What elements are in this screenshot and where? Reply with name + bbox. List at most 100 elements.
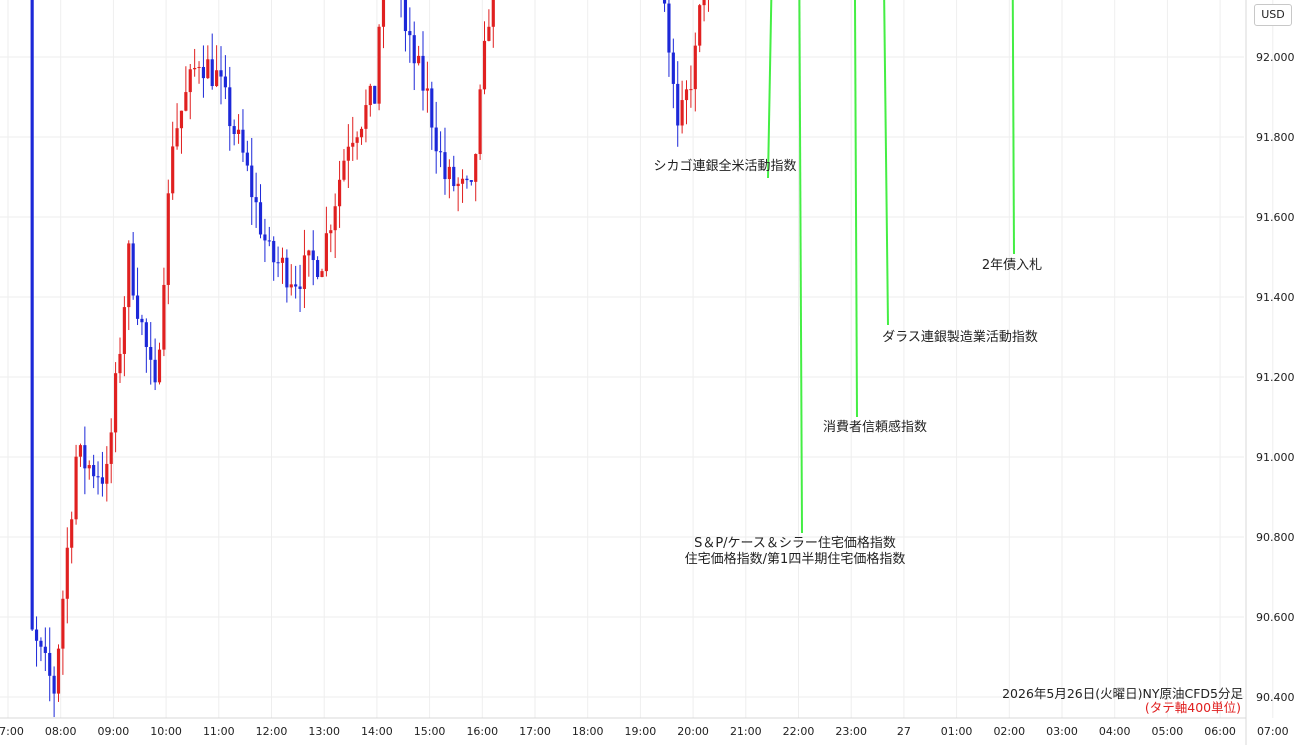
candle-up: [166, 193, 170, 285]
y-tick-label: 91.200: [1256, 371, 1295, 384]
chart-title: 2026年5月26日(火曜日)NY原油CFD5分足: [1002, 686, 1243, 701]
candle-up: [689, 89, 693, 91]
candles: [30, 0, 709, 718]
candle-up: [74, 456, 78, 520]
candle-down: [43, 646, 47, 653]
candle-down: [276, 262, 280, 264]
candle-down: [223, 76, 227, 88]
candle-down: [201, 66, 206, 79]
candle-up: [87, 465, 91, 469]
candle-up: [456, 183, 460, 187]
annotation-line: [853, 0, 858, 418]
candle-down: [131, 243, 135, 296]
candle-down: [100, 477, 105, 484]
candle-up: [474, 154, 478, 182]
currency-label[interactable]: USD: [1254, 4, 1292, 26]
candle-down: [421, 55, 425, 91]
x-tick-label: 05:00: [1152, 725, 1184, 738]
y-tick-label: 90.400: [1256, 691, 1295, 704]
candle-down: [403, 0, 408, 32]
candle-up: [122, 307, 126, 354]
annotation-label: 2年債入札: [982, 258, 1042, 273]
y-tick-label: 91.000: [1256, 451, 1295, 464]
x-tick-label: 22:00: [783, 725, 815, 738]
y-tick-label: 90.800: [1256, 531, 1295, 544]
candle-up: [302, 255, 307, 289]
candle-down: [144, 322, 148, 347]
annotation-label: シカゴ連銀全米活動指数: [653, 158, 796, 174]
candle-down: [228, 87, 232, 127]
candle-up: [491, 0, 495, 27]
candle-down: [92, 465, 96, 477]
annotation-line: [883, 0, 889, 326]
x-tick-label: 07:00: [1257, 725, 1289, 738]
candle-down: [210, 59, 214, 87]
annotation-label: S＆P/ケース＆シラー住宅価格指数: [694, 535, 896, 551]
y-tick-label: 90.600: [1256, 611, 1295, 624]
x-tick-label: 02:00: [993, 725, 1025, 738]
candle-up: [280, 257, 285, 263]
x-tick-label: 01:00: [941, 725, 973, 738]
annotation-label: 消費者信頼感指数: [823, 419, 927, 435]
candle-down: [311, 250, 315, 261]
candle-up: [175, 128, 179, 147]
candle-up: [417, 55, 421, 64]
candle-down: [96, 476, 100, 478]
x-tick-label: 18:00: [572, 725, 604, 738]
candle-down: [153, 359, 157, 383]
candle-up: [289, 284, 293, 288]
candle-up: [364, 105, 368, 129]
candle-up: [114, 373, 118, 433]
x-tick-label: 08:00: [45, 725, 77, 738]
candle-up: [162, 284, 166, 350]
candle-down: [149, 346, 153, 360]
annotation-label: ダラス連銀製造業活動指数: [882, 329, 1038, 345]
candle-up: [447, 166, 451, 180]
candle-up: [171, 146, 175, 194]
candle-down: [434, 127, 438, 152]
candle-down: [373, 85, 377, 104]
annotation-lines: [767, 0, 1015, 534]
candle-down: [232, 126, 236, 134]
candle-up: [197, 66, 201, 68]
x-tick-label: 10:00: [150, 725, 182, 738]
candle-up: [368, 85, 372, 106]
x-tick-label: 17:00: [519, 725, 551, 738]
annotation-line: [767, 0, 773, 179]
candle-down: [285, 257, 289, 288]
x-tick-label: 07:00: [0, 725, 24, 738]
annotation-label: 住宅価格指数/第1四半期住宅価格指数: [685, 551, 906, 567]
candle-up: [188, 69, 192, 93]
y-tick-label: 92.000: [1256, 51, 1295, 64]
candle-up: [680, 100, 684, 126]
candle-up: [698, 5, 702, 46]
candle-up: [702, 0, 706, 6]
candle-up: [105, 463, 109, 484]
candle-up: [329, 230, 333, 234]
candle-down: [241, 129, 245, 153]
candle-up: [487, 26, 491, 41]
candle-up: [109, 432, 113, 464]
annotation-line: [1011, 0, 1015, 255]
candle-up: [359, 128, 364, 138]
candle-down: [443, 152, 447, 180]
candle-up: [56, 648, 61, 694]
candle-down: [298, 286, 302, 289]
candle-down: [245, 152, 249, 166]
candle-down: [667, 3, 671, 53]
candle-down: [39, 640, 43, 647]
x-tick-label: 16:00: [466, 725, 498, 738]
candle-down: [219, 70, 223, 77]
candle-down: [34, 629, 39, 641]
y-tick-label: 91.800: [1256, 131, 1295, 144]
candle-up: [206, 59, 210, 79]
candle-down: [430, 88, 434, 128]
x-axis-labels: 07:00 08:00 09:00 10:00 11:00 12:00 13:00 14:00…: [0, 725, 1289, 738]
candle-down: [469, 180, 473, 182]
candle-up: [425, 88, 429, 91]
candle-up: [184, 92, 188, 111]
candle-down: [267, 240, 271, 242]
candle-down: [263, 234, 267, 241]
grid: [0, 0, 1274, 718]
